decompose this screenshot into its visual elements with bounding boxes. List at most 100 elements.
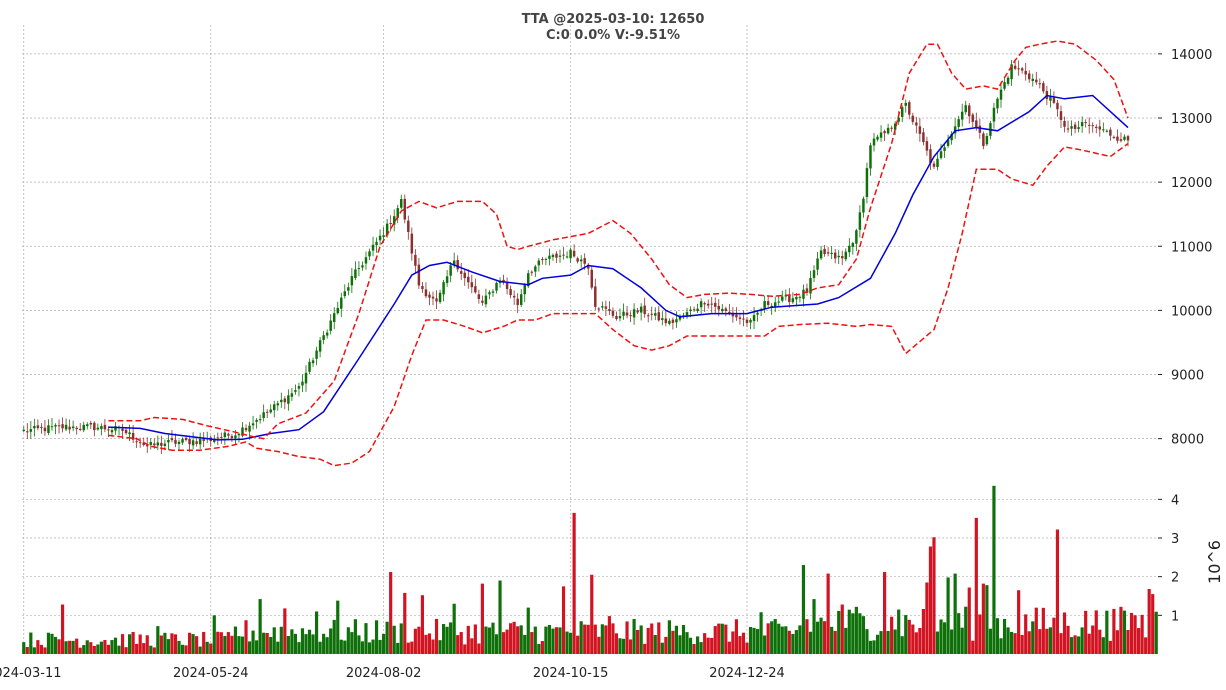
candle-body	[904, 102, 907, 106]
volume-bar	[1062, 612, 1067, 654]
candle-body	[456, 260, 459, 270]
volume-bar	[262, 632, 266, 654]
volume-bar	[343, 640, 347, 654]
volume-bar	[935, 631, 940, 654]
candle-body	[572, 250, 576, 257]
volume-bar	[703, 633, 707, 654]
candle-body	[325, 332, 329, 336]
volume-bar	[953, 573, 957, 654]
volume-bar	[195, 636, 199, 654]
volume-bar	[64, 641, 68, 654]
volume-bar	[339, 639, 343, 654]
volume-bar	[403, 592, 407, 654]
x-tick-label: 2024-03-11	[0, 666, 62, 681]
volume-bar	[558, 627, 562, 654]
volume-bar	[389, 572, 393, 654]
candle-body	[227, 433, 230, 436]
volume-bar	[618, 638, 622, 654]
volume-bar	[420, 595, 425, 654]
volume-bar	[886, 630, 890, 654]
candle-body	[1098, 126, 1102, 130]
candle-body	[382, 235, 385, 238]
volume-bar	[755, 629, 760, 654]
candle-body	[639, 306, 643, 313]
volume-bar	[928, 546, 933, 654]
candle-body	[830, 252, 833, 254]
candle-body	[191, 440, 195, 446]
candle-body	[805, 288, 809, 293]
price-tick-label: 12000	[1171, 176, 1212, 191]
candle-body	[812, 270, 816, 278]
volume-bar	[1080, 627, 1084, 654]
volume-bar	[255, 640, 259, 654]
volume-bar	[173, 634, 178, 654]
volume-bar	[593, 624, 597, 654]
volume-bar	[410, 641, 414, 654]
candle-body	[301, 381, 304, 386]
candle-body	[1013, 65, 1017, 69]
candle-body	[706, 303, 710, 306]
price-tick-label: 11000	[1171, 240, 1212, 255]
volume-bar	[551, 628, 555, 654]
volume-bar	[244, 620, 248, 654]
candle-body	[361, 265, 364, 268]
volume-bar	[367, 642, 372, 654]
candle-body	[968, 105, 971, 117]
candle-body	[992, 107, 996, 122]
volume-bar	[120, 634, 125, 654]
candle-body	[915, 122, 918, 126]
candle-body	[170, 438, 174, 441]
volume-bar	[688, 637, 693, 654]
candle-body	[107, 429, 110, 431]
candle-body	[269, 409, 272, 413]
candle-body	[184, 437, 188, 440]
volume-bar	[187, 632, 192, 654]
candle-body	[477, 294, 481, 299]
candle-body	[957, 119, 960, 127]
volume-bar	[399, 623, 403, 654]
volume-bar	[170, 633, 174, 654]
overlay-lines	[108, 40, 1129, 467]
volume-bar	[650, 623, 654, 654]
candle-body	[675, 319, 678, 323]
volume-bar	[265, 632, 269, 654]
volume-bar	[759, 612, 763, 654]
candle-body	[26, 431, 29, 433]
candle-body	[188, 439, 191, 445]
candle-body	[1066, 128, 1070, 130]
candle-body	[1049, 96, 1052, 101]
candle-body	[167, 439, 170, 443]
candle-body	[435, 298, 438, 302]
candle-body	[742, 318, 745, 320]
candle-body	[1116, 136, 1119, 141]
volume-bar	[191, 634, 195, 654]
candle-body	[636, 310, 639, 313]
volume-bar	[1122, 610, 1127, 654]
candle-body	[562, 254, 565, 256]
volume-bar	[1084, 610, 1088, 654]
candle-body	[174, 439, 177, 444]
volume-bar	[780, 626, 784, 654]
volume-bar	[798, 625, 802, 654]
volume-bar	[964, 606, 968, 654]
candle-body	[544, 258, 548, 260]
candle-body	[248, 425, 251, 432]
volume-bar	[530, 632, 534, 654]
candle-body	[728, 311, 731, 314]
volume-bar	[900, 636, 904, 654]
candle-body	[622, 311, 625, 316]
candle-body	[1038, 83, 1042, 85]
volume-bar	[180, 644, 185, 654]
volume-bar	[258, 599, 262, 654]
volume-bar	[512, 621, 516, 654]
candle-body	[36, 425, 40, 429]
candle-body	[163, 443, 167, 446]
candle-body	[971, 114, 975, 122]
candle-body	[714, 302, 717, 307]
candle-body	[872, 138, 876, 146]
candle-body	[1126, 136, 1130, 141]
volume-bar	[992, 485, 996, 654]
volume-bar	[1098, 629, 1102, 654]
candle-body	[378, 235, 382, 241]
volume-bar	[614, 633, 619, 654]
